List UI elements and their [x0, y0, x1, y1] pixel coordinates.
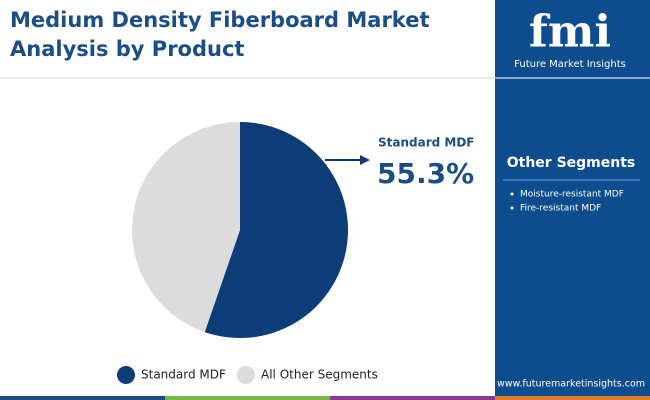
- legend-swatch: [117, 366, 135, 384]
- brand: Future Market Insights: [514, 59, 626, 70]
- strip-segment: [330, 396, 495, 400]
- segment-item: Fire-resistant MDF: [520, 204, 601, 214]
- callout-value: 55.3%: [377, 157, 474, 190]
- segment-item: Moisture-resistant MDF: [520, 190, 624, 200]
- panel-heading: Other Segments: [507, 155, 636, 171]
- pie-slice: [132, 122, 240, 333]
- title-box: Medium Density Fiberboard Market Analysi…: [10, 8, 430, 61]
- pie-slice: [204, 122, 348, 339]
- url: www.futuremarketinsights.com: [497, 379, 645, 390]
- strip-segment: [165, 396, 330, 400]
- callout-label: Standard MDF: [378, 136, 475, 150]
- strip-segment: [0, 396, 165, 400]
- legend-swatch: [237, 366, 255, 384]
- side-panel: [495, 0, 650, 400]
- chart-title: Medium Density Fiberboard Market Analysi…: [10, 8, 430, 61]
- logo: fmi: [529, 7, 611, 58]
- strip-segment: [495, 396, 650, 400]
- bottom-strip: [0, 396, 650, 400]
- bullet: [510, 206, 514, 210]
- bullet: [510, 192, 514, 196]
- legend-label: Standard MDF: [141, 368, 226, 382]
- callout-arrowhead: [360, 155, 370, 165]
- legend-label: All Other Segments: [261, 368, 378, 382]
